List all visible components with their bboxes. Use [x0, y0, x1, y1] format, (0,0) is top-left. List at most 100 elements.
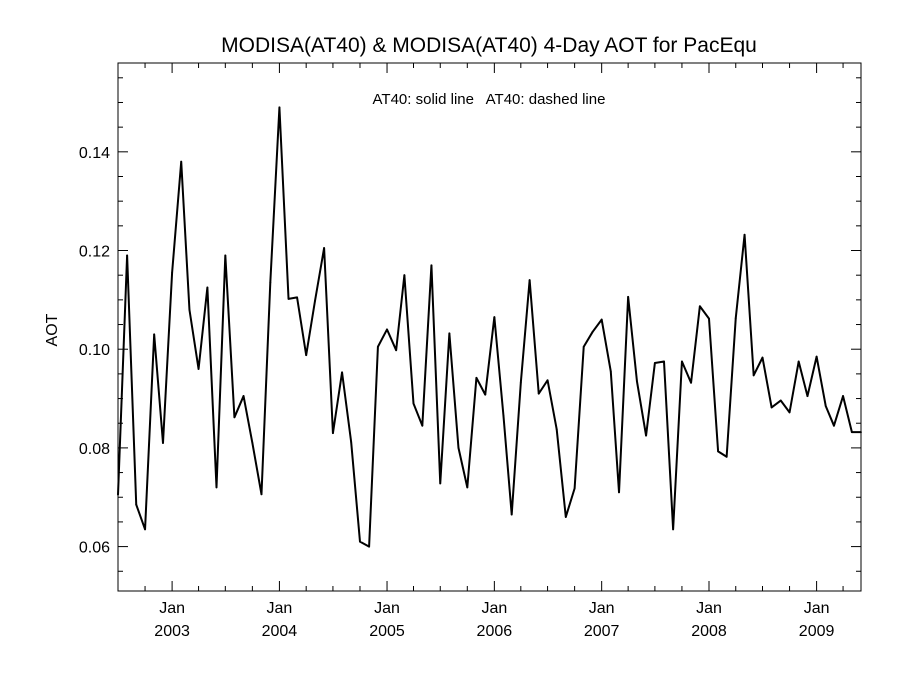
data-point	[618, 491, 620, 494]
data-point	[188, 308, 191, 311]
x-tick-label-month: Jan	[804, 600, 830, 617]
data-point	[636, 380, 638, 383]
data-point	[242, 395, 245, 397]
data-point	[761, 356, 764, 359]
data-point	[332, 432, 334, 434]
x-tick-label-month: Jan	[159, 600, 185, 617]
data-point	[439, 482, 442, 485]
data-point	[734, 317, 737, 320]
data-point	[537, 392, 540, 395]
data-point	[251, 442, 254, 444]
data-point	[493, 316, 496, 319]
data-point	[860, 431, 862, 434]
data-point	[278, 106, 281, 109]
data-point	[430, 264, 433, 267]
y-tick-label: 0.10	[79, 342, 110, 359]
data-point	[359, 540, 361, 543]
chart-title: MODISA(AT40) & MODISA(AT40) 4-Day AOT fo…	[221, 34, 757, 57]
y-tick-label: 0.08	[79, 441, 110, 458]
data-point	[350, 441, 353, 443]
y-tick-label: 0.06	[79, 540, 110, 557]
x-tick-label-year: 2007	[584, 623, 620, 640]
series-line	[117, 106, 861, 548]
data-point	[510, 513, 513, 516]
data-point	[421, 424, 424, 427]
x-tick-label-year: 2008	[691, 623, 727, 640]
data-point	[144, 528, 146, 531]
data-point	[743, 233, 746, 236]
y-axis-label: AOT	[44, 313, 61, 346]
data-point	[681, 360, 683, 363]
data-point	[475, 376, 478, 379]
data-point	[717, 450, 720, 453]
data-point	[672, 528, 675, 531]
x-tick-label-year: 2005	[369, 623, 405, 640]
data-point	[457, 446, 460, 449]
x-tick-label-year: 2006	[477, 623, 513, 640]
data-point	[797, 360, 800, 363]
y-axis: 0.06 0.08 0.10 0.12 0.14	[79, 77, 861, 572]
data-point	[180, 160, 183, 163]
x-axis: Jan 2003 Jan 2004 Jan 2005 Jan 2006 Jan 2007 Jan 20…	[144, 63, 844, 640]
x-tick-label-year: 2004	[262, 623, 298, 640]
data-point	[368, 545, 370, 548]
data-point	[815, 355, 818, 358]
data-point	[197, 368, 200, 370]
data-point	[833, 424, 835, 427]
x-tick-label-month: Jan	[481, 600, 507, 617]
y-tick-label: 0.14	[79, 145, 110, 162]
data-point	[126, 254, 129, 257]
data-point	[233, 416, 236, 419]
data-point	[555, 428, 558, 431]
data-point	[725, 455, 728, 458]
data-point	[564, 516, 567, 518]
x-tick-label-year: 2009	[799, 623, 835, 640]
data-point	[698, 305, 701, 308]
data-point	[752, 374, 755, 377]
x-tick-label-month: Jan	[696, 600, 722, 617]
x-tick-label-month: Jan	[374, 600, 400, 617]
data-point	[627, 295, 630, 298]
data-point	[269, 281, 272, 284]
data-point	[296, 296, 298, 299]
data-point	[314, 299, 316, 302]
data-point	[850, 431, 853, 434]
legend-text: AT40: solid line AT40: dashed line	[373, 91, 606, 108]
data-point	[788, 411, 791, 414]
data-point	[287, 297, 290, 300]
data-point	[645, 434, 647, 437]
data-point	[215, 486, 218, 489]
data-point	[224, 254, 227, 257]
x-tick-label-year: 2003	[154, 623, 190, 640]
data-point	[135, 503, 138, 506]
data-point	[779, 399, 782, 402]
data-point	[377, 345, 379, 348]
data-point	[117, 493, 119, 496]
data-point	[466, 486, 469, 489]
data-point	[582, 345, 585, 348]
data-point	[528, 279, 531, 282]
data-point	[171, 271, 174, 274]
data-point	[690, 381, 692, 384]
data-point	[153, 333, 156, 336]
x-tick-label-month: Jan	[589, 600, 615, 617]
data-point	[412, 402, 415, 405]
plot-frame	[117, 62, 862, 592]
data-point	[806, 395, 809, 397]
data-point	[519, 381, 522, 384]
data-point	[386, 328, 388, 331]
data-point	[305, 354, 308, 357]
data-point	[484, 393, 487, 396]
data-point	[653, 362, 656, 364]
data-point	[323, 247, 326, 249]
data-point	[546, 379, 549, 382]
data-point	[609, 370, 612, 373]
data-point	[502, 414, 505, 417]
data-point	[770, 406, 773, 409]
data-point	[162, 442, 164, 444]
data-point	[260, 493, 263, 496]
data-point	[341, 371, 343, 374]
data-point	[591, 331, 594, 333]
x-tick-label-month: Jan	[267, 600, 293, 617]
